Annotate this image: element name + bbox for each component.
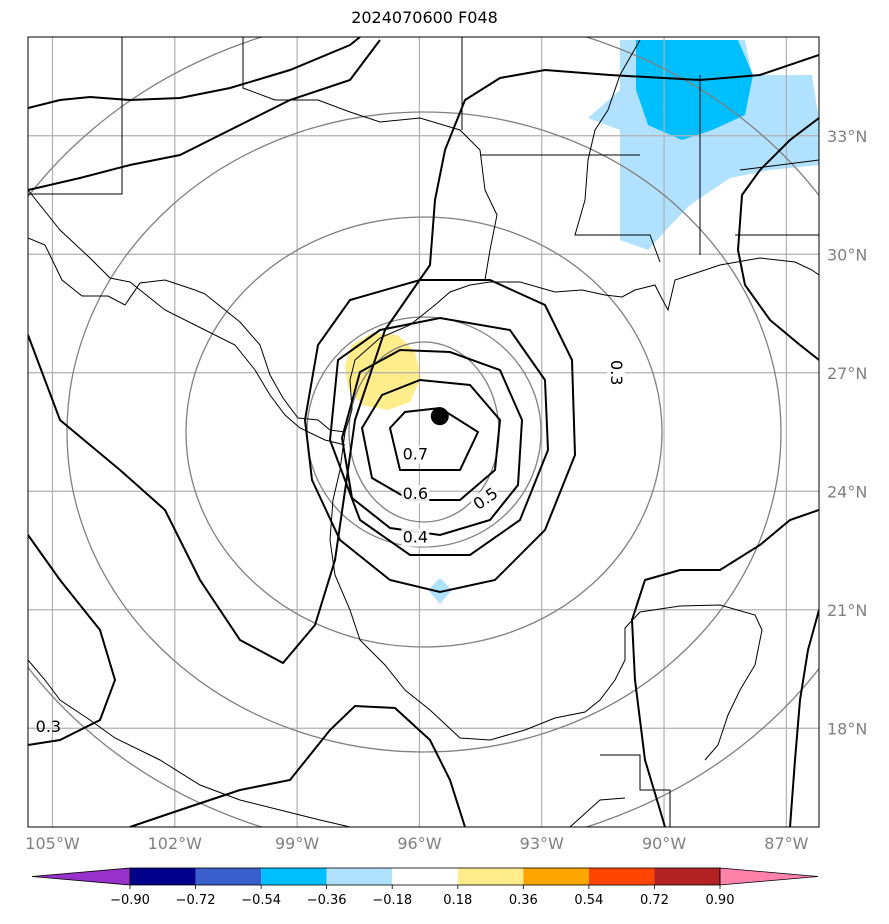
contour-southwest [28, 534, 117, 746]
gulf-coastline [28, 237, 819, 433]
colorbar-tick-label: 0.90 [706, 893, 735, 908]
colorbar-swatch [523, 868, 589, 885]
contour-lines [28, 37, 819, 827]
range-ring-3 [185, 216, 663, 648]
contour-labels: 0.70.6 0.50.40.30.3 [36, 358, 626, 736]
longitude-ticks: 105°W 102°W 99°W 96°W 93°W 90°W 87°W [25, 834, 808, 853]
chart-title: 2024070600 F048 [351, 8, 498, 27]
lat-tick-label: 27°N [827, 364, 867, 383]
lon-tick-label: 105°W [25, 834, 80, 853]
lon-tick-label: 90°W [642, 834, 686, 853]
lon-tick-label: 99°W [275, 834, 319, 853]
state-border-5 [574, 39, 661, 263]
colorbar-tick-label: −0.18 [372, 893, 412, 908]
lon-tick-label: 93°W [520, 834, 564, 853]
yellow-area-texas-coast [345, 333, 421, 410]
mexico-pacific-coast [28, 659, 351, 827]
range-ring-4 [66, 111, 782, 753]
contour-far-southeast [789, 609, 819, 827]
lon-tick-label: 102°W [148, 834, 203, 853]
storm-center-marker [430, 407, 449, 426]
contour-upper-left [28, 37, 361, 109]
latitude-ticks: 33°N 30°N 27°N 24°N 21°N 18°N [827, 127, 867, 739]
colorbar-tick-label: −0.36 [307, 893, 347, 908]
colorbar-swatch [392, 868, 458, 885]
contour-label: 0.7 [403, 445, 428, 464]
colorbar-swatch [654, 868, 720, 885]
colorbar-tick-label: 0.72 [640, 893, 669, 908]
lat-tick-label: 30°N [827, 245, 867, 264]
lat-tick-label: 24°N [827, 482, 867, 501]
contour-0.3-outer-west [28, 54, 819, 665]
colorbar-swatch [130, 868, 196, 885]
gridlines [28, 37, 819, 827]
state-border-1 [28, 37, 123, 195]
colorbar-extend-high [719, 867, 819, 886]
colorbar-swatch [195, 868, 262, 885]
state-border-2 [242, 37, 498, 281]
colorbar-tick-label: 0.36 [509, 893, 538, 908]
colorbar-tick-label: −0.90 [110, 893, 150, 908]
contour-southeast [630, 509, 819, 827]
contour-label: 0.4 [403, 528, 428, 547]
colorbar-swatch [261, 868, 327, 885]
colorbar-swatch [588, 868, 655, 885]
colorbar: −0.90 −0.72 −0.54 −0.36 −0.18 0.18 0.36 0.54 0.7… [31, 867, 819, 908]
state-border-7 [739, 159, 819, 171]
lat-tick-label: 33°N [827, 127, 867, 146]
contour-label: 0.3 [607, 360, 626, 385]
central-america-border [600, 754, 671, 827]
colorbar-swatch [457, 868, 524, 885]
contour-label: 0.3 [36, 717, 61, 736]
contour-0.4 [328, 316, 550, 556]
blue-area-northeast [636, 40, 753, 140]
colorbar-tick-label: 0.54 [574, 893, 603, 908]
lon-tick-label: 96°W [397, 834, 441, 853]
colorbar-tick-label: 0.18 [443, 893, 472, 908]
contour-0.3-far-west [28, 39, 381, 191]
contour-northeast [736, 117, 819, 361]
map-frame [27, 36, 820, 828]
contour-0.5 [340, 348, 524, 537]
colorbar-swatch [326, 868, 393, 885]
contour-0.6 [360, 378, 502, 501]
mexico-gulf-coast [329, 431, 763, 761]
colorbar-extend-low [31, 867, 131, 886]
central-america-border-2 [569, 797, 626, 827]
lat-tick-label: 18°N [827, 719, 867, 738]
colorbar-tick-label: −0.72 [176, 893, 216, 908]
lat-tick-label: 21°N [827, 601, 867, 620]
contour-south [129, 704, 466, 827]
contour-0.7 [388, 406, 480, 471]
us-mexico-border [28, 189, 346, 446]
coastlines-borders [28, 37, 819, 827]
contour-label: 0.6 [403, 484, 428, 503]
colorbar-tick-label: −0.54 [241, 893, 281, 908]
contour-0.3-inner [303, 279, 577, 594]
lon-tick-label: 87°W [764, 834, 808, 853]
